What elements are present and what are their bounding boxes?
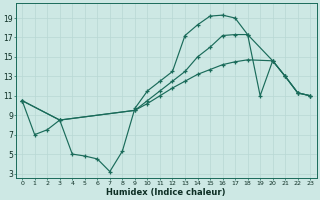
X-axis label: Humidex (Indice chaleur): Humidex (Indice chaleur) xyxy=(107,188,226,197)
